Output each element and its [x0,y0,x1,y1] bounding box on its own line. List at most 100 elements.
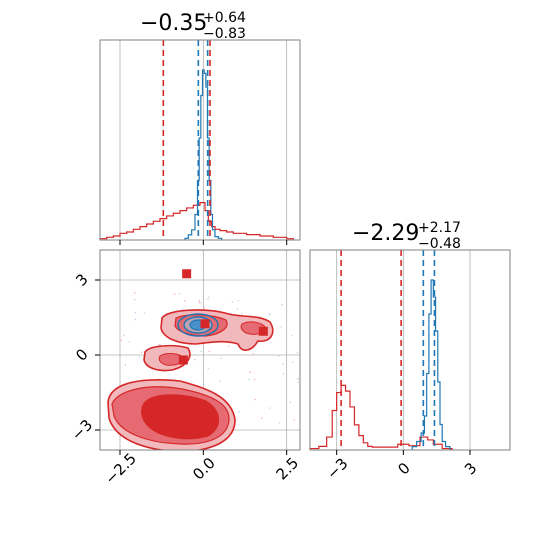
scatter-dot [291,334,293,337]
bottom-right-title-minus: −0.48 [418,236,461,252]
bottom-right-histograms [309,279,453,450]
scatter-dot [120,339,123,342]
scatter-dot [260,417,263,419]
bottom-right-gridlines [336,250,471,450]
red-square-marker [200,319,210,329]
scatter-dot [227,345,230,348]
top-left-panel: −0.35 +0.64 −0.83 [99,10,301,245]
scatter-dot [278,421,281,424]
scatter-dot [231,301,234,303]
scatter-dot [208,296,210,299]
y-tick-label: −3 [68,416,96,444]
scatter-dot [198,301,201,304]
bottom-left-frame [99,249,301,451]
scatter-dot [159,343,161,346]
scatter-dot [173,293,176,295]
scatter-dot [293,418,296,421]
scatter-dot [194,358,196,361]
x-tick-label: 0 [394,459,413,478]
scatter-dot [200,350,202,353]
scatter-dot [134,298,136,301]
top-left-ticks [119,240,288,245]
red-square-marker [258,326,268,336]
bottom-right-frame [309,249,511,451]
bottom-left-panel: −2.5 0.0 2.5 −3 0 3 [68,249,302,488]
scatter-dot [143,312,146,314]
scatter-dot [281,303,283,306]
scatter-dot [220,357,222,360]
x-tick-label: 3 [461,459,480,478]
scatter-dot [254,398,256,401]
scatter-dot [268,312,271,315]
scatter-dot [268,407,271,409]
scatter-dot [123,334,126,337]
scatter-dot [282,373,285,375]
bottom-right-panel: −2.29 +2.17 −0.48 −3 0 3 [309,220,511,483]
red-histogram [99,202,294,240]
blue-contour-outer [177,313,219,337]
scatter-dot [124,364,127,366]
scatter-dot [236,308,239,310]
scatter-dot [203,306,206,309]
scatter-dot [238,410,240,413]
scatter-dot [138,356,141,358]
scatter-dot [280,326,283,328]
bottom-left-markers [148,269,268,424]
red-contour-bottom-inner [141,394,220,440]
top-left-title-plus: +0.64 [203,10,246,26]
scatter-dot [140,351,143,353]
scatter-dot [297,378,299,380]
scatter-dot [289,401,292,404]
scatter-dot [183,300,186,302]
red-square-marker [178,355,188,365]
scatter-dot [241,312,243,315]
bottom-left-ticks: −2.5 0.0 2.5 −3 0 3 [68,270,302,488]
scatter-dot [133,292,136,294]
scatter-dot [297,381,300,384]
y-tick-label: 3 [72,270,91,289]
scatter-dot [157,344,160,346]
scatter-dot [198,299,201,302]
scatter-dot [207,367,210,370]
bottom-right-ticks: −3 0 3 [323,450,480,483]
scatter-dot [252,353,255,355]
scatter-dot [278,355,280,357]
bottom-right-title-main: −2.29 [352,221,419,246]
top-left-histograms [99,69,294,240]
x-tick-label: 2.5 [273,454,303,484]
scatter-dot [200,301,202,304]
red-square-marker [182,269,192,279]
red-contour-middle-inner [158,353,185,366]
scatter-dot [291,361,294,363]
red-square-marker [148,400,158,410]
scatter-dot [219,380,221,383]
scatter-dot [248,378,250,381]
y-tick-label: 0 [72,345,91,364]
bottom-right-title-plus: +2.17 [418,220,461,236]
scatter-dot [282,363,284,365]
scatter-dot [249,371,252,374]
bottom-right-quantile-lines [340,250,436,450]
bottom-left-contours [107,269,300,450]
x-tick-label: −3 [323,455,351,483]
scatter-dot [296,351,299,354]
red-histogram [309,384,453,450]
scatter-dot [253,378,256,381]
red-square-marker [188,414,198,424]
top-left-title-minus: −0.83 [203,26,246,42]
scatter-dot [178,293,181,295]
blue-histogram [411,279,451,450]
top-left-title-main: −0.35 [140,11,207,36]
scatter-dot [208,350,211,353]
x-tick-label: 0.0 [189,454,219,484]
x-tick-label: −2.5 [101,449,139,487]
scatter-dot [134,312,137,314]
top-left-gridlines [119,40,288,240]
scatter-dot [237,299,240,302]
blue-histogram [184,69,223,240]
scatter-dot [134,318,137,321]
top-left-frame [99,39,301,241]
top-left-quantile-lines [162,40,211,240]
scatter-dot [128,340,131,343]
